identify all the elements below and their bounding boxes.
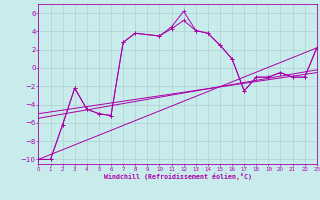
X-axis label: Windchill (Refroidissement éolien,°C): Windchill (Refroidissement éolien,°C): [104, 173, 252, 180]
